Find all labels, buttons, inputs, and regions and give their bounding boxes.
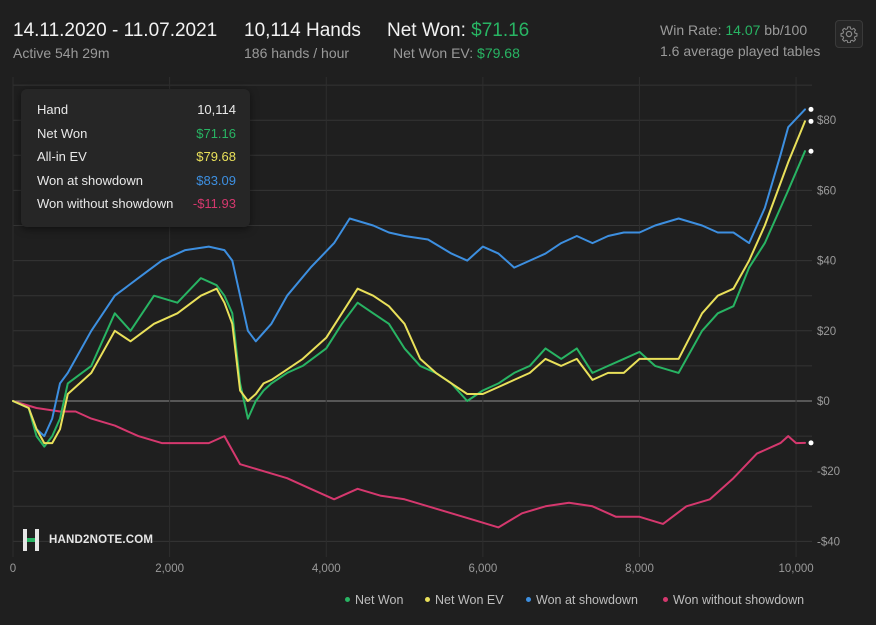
tooltip-label: Hand [37,102,69,117]
x-tick-label: 0 [10,563,16,575]
win-rate-value: 14.07 [725,22,761,38]
tooltip-value: -$11.93 [192,196,236,211]
tooltip-label: Won without showdown [37,196,174,211]
y-tick-label: -$40 [817,536,840,548]
series-lines [12,106,814,529]
hand2note-logo: HAND2NOTE.COM [22,528,153,552]
legend-item-non-showdown[interactable]: Won without showdown [663,593,804,607]
tooltip-label: Net Won [37,126,88,141]
legend-dot [526,597,531,603]
hands-per-hour: 186 hands / hour [244,45,350,61]
series-endpoint [808,118,814,124]
legend-label: Net Won EV [435,593,504,607]
tooltip-row-allin-ev: All-in EV $79.68 [37,149,236,167]
series-line-net-won-ev [12,120,806,445]
hands-count: 10,114 Hands [244,20,361,41]
tooltip-label: All-in EV [37,149,87,164]
settings-button[interactable] [835,20,863,48]
tooltip-value: $71.16 [196,126,236,141]
y-tick-label: $0 [817,396,830,408]
win-rate-unit: bb/100 [764,22,808,38]
legend-label: Won without showdown [673,593,805,607]
series-line-net-won [12,150,806,448]
x-tick-label: 8,000 [625,563,654,575]
legend-item-net-won[interactable]: Net Won [345,593,403,607]
net-won-value: $71.16 [471,20,530,41]
tooltip-row-non-showdown: Won without showdown -$11.93 [37,196,236,214]
tooltip-value: $83.09 [196,173,236,188]
series-line-won-without-showdown [12,400,806,529]
legend-item-net-won-ev[interactable]: Net Won EV [425,593,504,607]
legend-item-showdown[interactable]: Won at showdown [526,593,638,607]
tooltip-row-showdown: Won at showdown $83.09 [37,173,236,191]
net-won-ev-label: Net Won EV: [393,45,474,61]
date-range: 14.11.2020 - 11.07.2021 [13,20,218,41]
summary-header: 14.11.2020 - 11.07.2021 Active 54h 29m 1… [0,0,876,75]
win-rate: Win Rate: 14.07 bb/100 [660,22,807,38]
tooltip-label: Won at showdown [37,173,143,188]
net-won-ev-value: $79.68 [477,45,520,61]
tooltip-value: 10,114 [197,102,236,117]
y-tick-label: $40 [817,256,836,268]
legend-dot [425,597,430,603]
average-tables: 1.6 average played tables [660,43,821,59]
x-tick-label: 6,000 [468,563,497,575]
legend-label: Net Won [355,593,404,607]
net-won-ev: Net Won EV: $79.68 [393,45,520,61]
y-tick-label: $80 [817,115,836,127]
legend-dot [663,597,668,603]
gear-icon [840,26,858,43]
tooltip-value: $79.68 [196,149,236,164]
series-endpoint [808,106,814,112]
win-rate-label: Win Rate: [660,22,722,38]
x-tick-label: 4,000 [312,563,341,575]
series-endpoint [808,440,814,446]
x-axis: 0 2,000 4,000 6,000 8,000 10,000 [10,563,814,575]
x-tick-label: 10,000 [778,563,813,575]
h2n-logo-icon [23,529,39,551]
y-tick-label: $20 [817,326,836,338]
series-endpoint [808,148,814,154]
y-tick-label: $60 [817,185,836,197]
active-time: Active 54h 29m [13,45,110,61]
y-tick-label: -$20 [817,466,840,478]
tooltip-row-net-won: Net Won $71.16 [37,126,236,144]
y-axis: $80 $60 $40 $20 $0 -$20 -$40 [817,115,840,548]
x-tick-label: 2,000 [155,563,184,575]
tooltip-row-hand: Hand 10,114 [37,102,236,120]
net-won-label: Net Won: [387,20,466,41]
legend-dot [345,597,350,603]
hover-tooltip: Hand 10,114 Net Won $71.16 All-in EV $79… [21,89,250,227]
legend-label: Won at showdown [536,593,638,607]
logo-text: HAND2NOTE.COM [49,534,154,546]
series-line-won-at-showdown [12,108,806,438]
net-won: Net Won: $71.16 [387,20,529,42]
